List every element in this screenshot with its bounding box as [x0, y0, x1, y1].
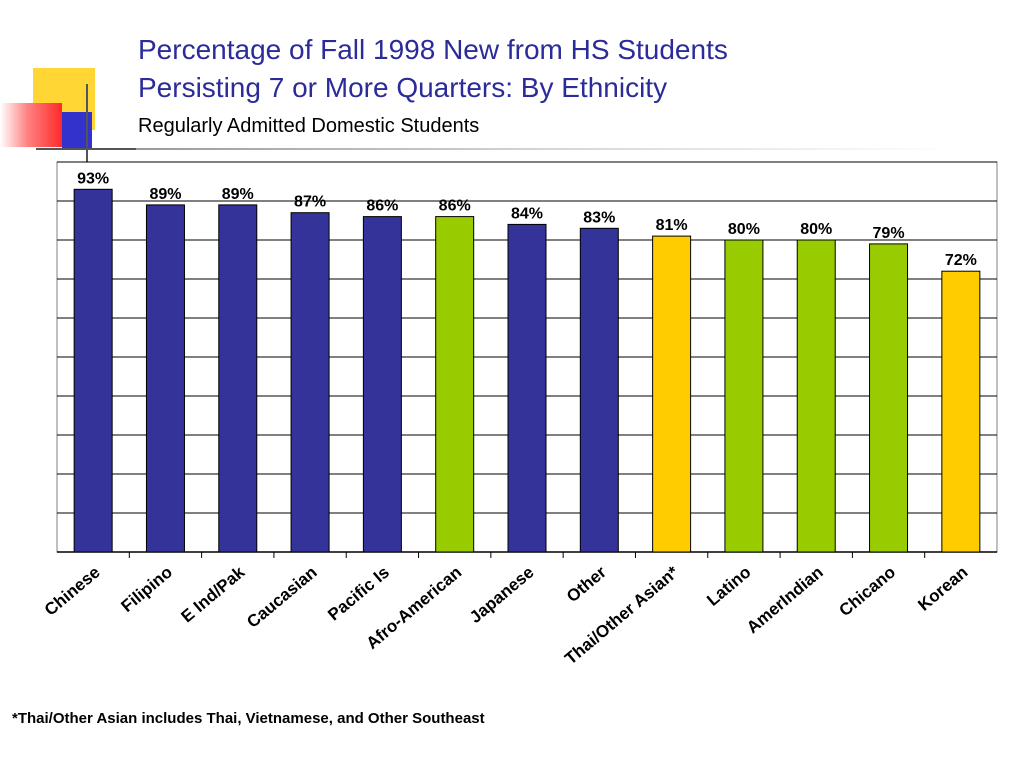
data-label: 89%	[149, 186, 181, 203]
slide-title-line2: Persisting 7 or More Quarters: By Ethnic…	[138, 72, 668, 103]
category-label: E Ind/Pak	[178, 562, 249, 626]
bar-amerindian	[796, 239, 836, 553]
category-label: Pacific Is	[324, 563, 393, 625]
data-label: 87%	[294, 194, 326, 211]
category-label: Chicano	[836, 563, 900, 621]
bar-japanese	[507, 223, 547, 553]
data-label: 83%	[583, 209, 615, 226]
category-label: Latino	[703, 563, 754, 610]
data-label: 81%	[656, 217, 688, 234]
data-label: 80%	[728, 221, 760, 238]
bar-other	[579, 227, 619, 553]
bar-pacific-is	[362, 216, 402, 553]
data-label: 93%	[77, 170, 109, 187]
category-label: Japanese	[466, 563, 538, 627]
bar-thai-other-asian	[652, 235, 692, 553]
bar-caucasian	[290, 212, 330, 553]
slide-title: Percentage of Fall 1998 New from HS Stud…	[138, 31, 728, 107]
category-label: Filipino	[118, 563, 177, 616]
bar-chicano	[869, 243, 909, 553]
bar-e-ind-pak	[218, 204, 258, 553]
category-label: Chinese	[41, 563, 104, 620]
bar-chinese	[73, 188, 113, 553]
category-label: Caucasian	[243, 563, 320, 632]
category-label: Other	[563, 562, 610, 606]
data-label: 86%	[366, 198, 398, 215]
footnote: *Thai/Other Asian includes Thai, Vietnam…	[12, 710, 485, 727]
decor-horizontal-line	[36, 148, 136, 150]
decor-title-underline	[136, 148, 956, 150]
bar-afro-american	[435, 216, 475, 553]
category-label: AmerIndian	[743, 563, 827, 638]
slide-subtitle: Regularly Admitted Domestic Students	[138, 115, 480, 137]
data-label: 86%	[439, 198, 471, 215]
slide-title-line1: Percentage of Fall 1998 New from HS Stud…	[138, 34, 728, 65]
bar-filipino	[145, 204, 185, 553]
data-label: 72%	[945, 252, 977, 269]
data-label: 79%	[873, 225, 905, 242]
data-label: 84%	[511, 205, 543, 222]
decor-red-gradient-bar	[0, 103, 62, 147]
bar-korean	[941, 270, 981, 553]
category-label: Korean	[914, 563, 971, 615]
data-label: 80%	[800, 221, 832, 238]
bar-latino	[724, 239, 764, 553]
data-label: 89%	[222, 186, 254, 203]
decor-vertical-line	[86, 84, 88, 176]
